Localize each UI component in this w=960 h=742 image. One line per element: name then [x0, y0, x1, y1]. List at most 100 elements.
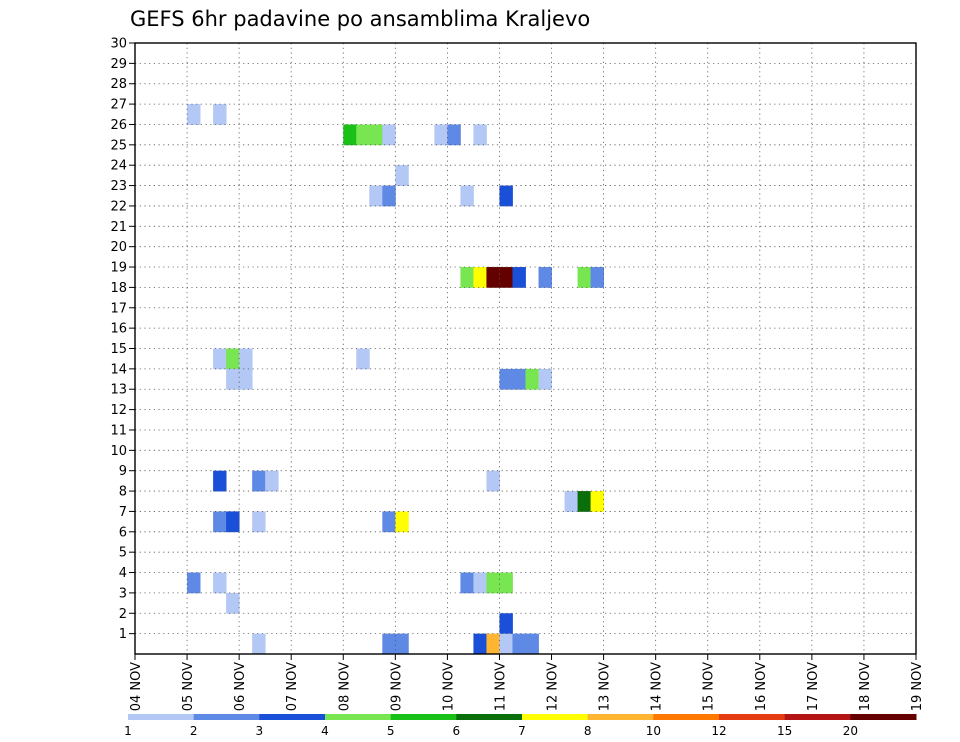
precip-cell: [395, 511, 409, 533]
x-tick-label: 16 NOV: [754, 662, 769, 711]
precip-cell: [577, 491, 591, 512]
precip-cell: [577, 267, 591, 288]
y-tick-label: 9: [119, 464, 127, 479]
precip-cell: [369, 124, 383, 146]
y-tick-label: 5: [119, 546, 127, 561]
precip-cell: [226, 368, 240, 390]
precip-cell: [395, 165, 409, 186]
colorbar-label: 20: [843, 724, 858, 738]
precip-cell: [525, 368, 539, 390]
x-tick-label: 19 NOV: [910, 662, 925, 711]
precip-cell: [473, 267, 487, 288]
y-tick-label: 6: [119, 525, 127, 540]
precip-cell: [564, 491, 578, 512]
colorbar-label: 6: [453, 724, 461, 738]
y-tick-label: 24: [110, 159, 127, 174]
precip-cells: [187, 104, 604, 655]
colorbar-segment: [259, 714, 326, 720]
precip-cell: [226, 348, 240, 370]
precip-cell: [252, 633, 266, 655]
colorbar-label: 7: [518, 724, 526, 738]
colorbar-segment: [719, 714, 786, 720]
precip-cell: [473, 633, 487, 655]
precip-cell: [473, 572, 487, 594]
precip-cell: [369, 185, 383, 207]
precip-cell: [187, 104, 201, 125]
y-tick-label: 26: [110, 118, 127, 133]
x-axis-ticks: 04 NOV 05 NOV 06 NOV 07 NOV 08 NOV 09 NOV 10 N…: [129, 654, 925, 711]
y-tick-label: 28: [110, 77, 127, 92]
colorbar-segment: [587, 714, 654, 720]
x-tick-label: 06 NOV: [233, 662, 248, 711]
x-tick-label: 12 NOV: [546, 662, 561, 711]
colorbar-segment: [193, 714, 260, 720]
precip-cell: [252, 470, 266, 492]
x-tick-label: 08 NOV: [337, 662, 352, 711]
precip-cell: [486, 470, 500, 492]
y-tick-label: 16: [110, 322, 127, 337]
x-tick-label: 11 NOV: [493, 662, 508, 711]
y-axis-ticks: 1234567891011121314151617181920212223242…: [110, 37, 135, 642]
precip-cell: [499, 633, 513, 655]
y-tick-label: 21: [110, 220, 127, 235]
precip-cell: [590, 267, 604, 288]
y-tick-label: 4: [119, 566, 127, 581]
x-tick-label: 04 NOV: [129, 662, 144, 711]
y-tick-label: 13: [110, 383, 127, 398]
y-tick-label: 17: [110, 301, 127, 316]
y-tick-label: 3: [119, 586, 127, 601]
x-tick-label: 10 NOV: [441, 662, 456, 711]
colorbar-label: 10: [646, 724, 661, 738]
y-tick-label: 1: [119, 627, 127, 642]
x-tick-label: 05 NOV: [181, 662, 196, 711]
y-tick-label: 19: [110, 261, 127, 276]
precip-cell: [382, 185, 396, 207]
grid-lines: [135, 43, 916, 654]
colorbar-label: 4: [321, 724, 329, 738]
precip-cell: [265, 470, 279, 492]
y-tick-label: 10: [110, 444, 127, 459]
precip-cell: [460, 267, 474, 288]
precip-cell: [473, 124, 487, 146]
precip-cell: [460, 185, 474, 207]
precip-cell: [525, 633, 539, 655]
precip-cell: [213, 348, 227, 370]
precip-cell: [499, 368, 513, 390]
colorbar-label: 8: [584, 724, 592, 738]
colorbar-label: 12: [711, 724, 726, 738]
y-tick-label: 11: [110, 423, 127, 438]
precip-cell: [460, 572, 474, 594]
precip-cell: [356, 348, 370, 370]
precip-cell: [499, 572, 513, 594]
precip-cell: [213, 470, 227, 492]
y-tick-label: 30: [110, 37, 127, 52]
precip-cell: [512, 267, 526, 288]
colorbar-label: 15: [777, 724, 792, 738]
colorbar-segment: [784, 714, 851, 720]
x-tick-label: 09 NOV: [389, 662, 404, 711]
precip-cell: [395, 633, 409, 655]
y-tick-label: 8: [119, 485, 127, 500]
colorbar-segment: [456, 714, 523, 720]
colorbar-segment: [325, 714, 392, 720]
precip-cell: [382, 124, 396, 146]
colorbar-segment: [522, 714, 589, 720]
precip-cell: [239, 368, 253, 390]
y-tick-label: 22: [110, 199, 127, 214]
y-tick-label: 20: [110, 240, 127, 255]
x-tick-label: 18 NOV: [858, 662, 873, 711]
precip-cell: [434, 124, 448, 146]
precip-cell: [538, 267, 552, 288]
precip-cell: [382, 511, 396, 533]
precip-cell: [538, 368, 552, 390]
precip-cell: [382, 633, 396, 655]
colorbar-label: 2: [190, 724, 198, 738]
precip-cell: [512, 368, 526, 390]
y-tick-label: 25: [110, 138, 127, 153]
y-tick-label: 27: [110, 98, 127, 113]
precip-cell: [486, 267, 500, 288]
colorbar-segment: [390, 714, 457, 720]
precip-cell: [499, 185, 513, 207]
precip-cell: [499, 613, 513, 635]
